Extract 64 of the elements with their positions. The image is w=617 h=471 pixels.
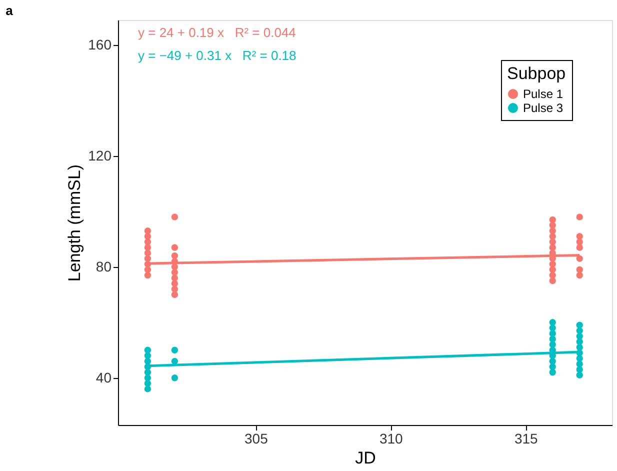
point <box>549 216 556 224</box>
point <box>549 330 556 337</box>
x-tick-label: 310 <box>379 430 404 446</box>
point <box>576 272 583 279</box>
legend-label: Pulse 3 <box>523 101 564 115</box>
point <box>576 244 583 251</box>
point <box>549 266 556 274</box>
point <box>171 269 178 276</box>
annotation: y = 24 + 0.19 x R² = 0.044 <box>138 25 296 40</box>
point <box>576 266 583 274</box>
point <box>144 368 152 376</box>
point <box>144 380 152 387</box>
x-axis-title: JD <box>355 448 376 468</box>
point <box>171 358 178 365</box>
text: a <box>6 3 14 18</box>
point <box>549 238 556 246</box>
y-tick-label: 160 <box>88 36 112 52</box>
point <box>144 238 152 246</box>
point <box>576 238 583 246</box>
point <box>549 222 556 229</box>
point <box>171 214 178 220</box>
point <box>576 372 583 378</box>
point <box>549 341 556 348</box>
point <box>576 322 583 328</box>
y-axis-title: Length (mmSL) <box>65 164 84 282</box>
y-tick-label: 40 <box>96 369 112 386</box>
y-tick-label: 120 <box>88 147 112 164</box>
y-tick-label: 80 <box>96 258 112 274</box>
point <box>144 386 152 392</box>
point <box>144 250 152 256</box>
point <box>576 355 583 362</box>
point <box>576 214 583 220</box>
point <box>549 244 556 251</box>
point <box>576 360 583 368</box>
point <box>171 280 178 287</box>
point <box>576 255 583 262</box>
point <box>549 358 556 365</box>
point <box>171 244 178 251</box>
point <box>549 368 556 376</box>
point <box>144 374 152 382</box>
point <box>576 233 583 240</box>
point <box>549 272 556 279</box>
point <box>549 363 556 370</box>
point <box>549 319 556 326</box>
point <box>171 252 178 260</box>
point <box>549 227 556 234</box>
point <box>576 332 583 340</box>
point <box>171 274 178 282</box>
point <box>171 374 178 382</box>
point <box>144 272 152 279</box>
legend-title: Subpop <box>507 64 566 83</box>
point <box>549 277 556 284</box>
point <box>144 358 152 365</box>
point <box>549 324 556 332</box>
point <box>576 338 583 346</box>
point <box>144 346 152 354</box>
x-tick-label: 315 <box>514 430 538 446</box>
annotation: y = −49 + 0.31 x R² = 0.18 <box>138 48 296 63</box>
point <box>144 352 152 359</box>
point <box>171 346 178 354</box>
point <box>144 227 152 234</box>
legend-label: Pulse 1 <box>523 87 564 101</box>
x-tick-label: 305 <box>244 430 268 446</box>
point <box>144 233 152 240</box>
